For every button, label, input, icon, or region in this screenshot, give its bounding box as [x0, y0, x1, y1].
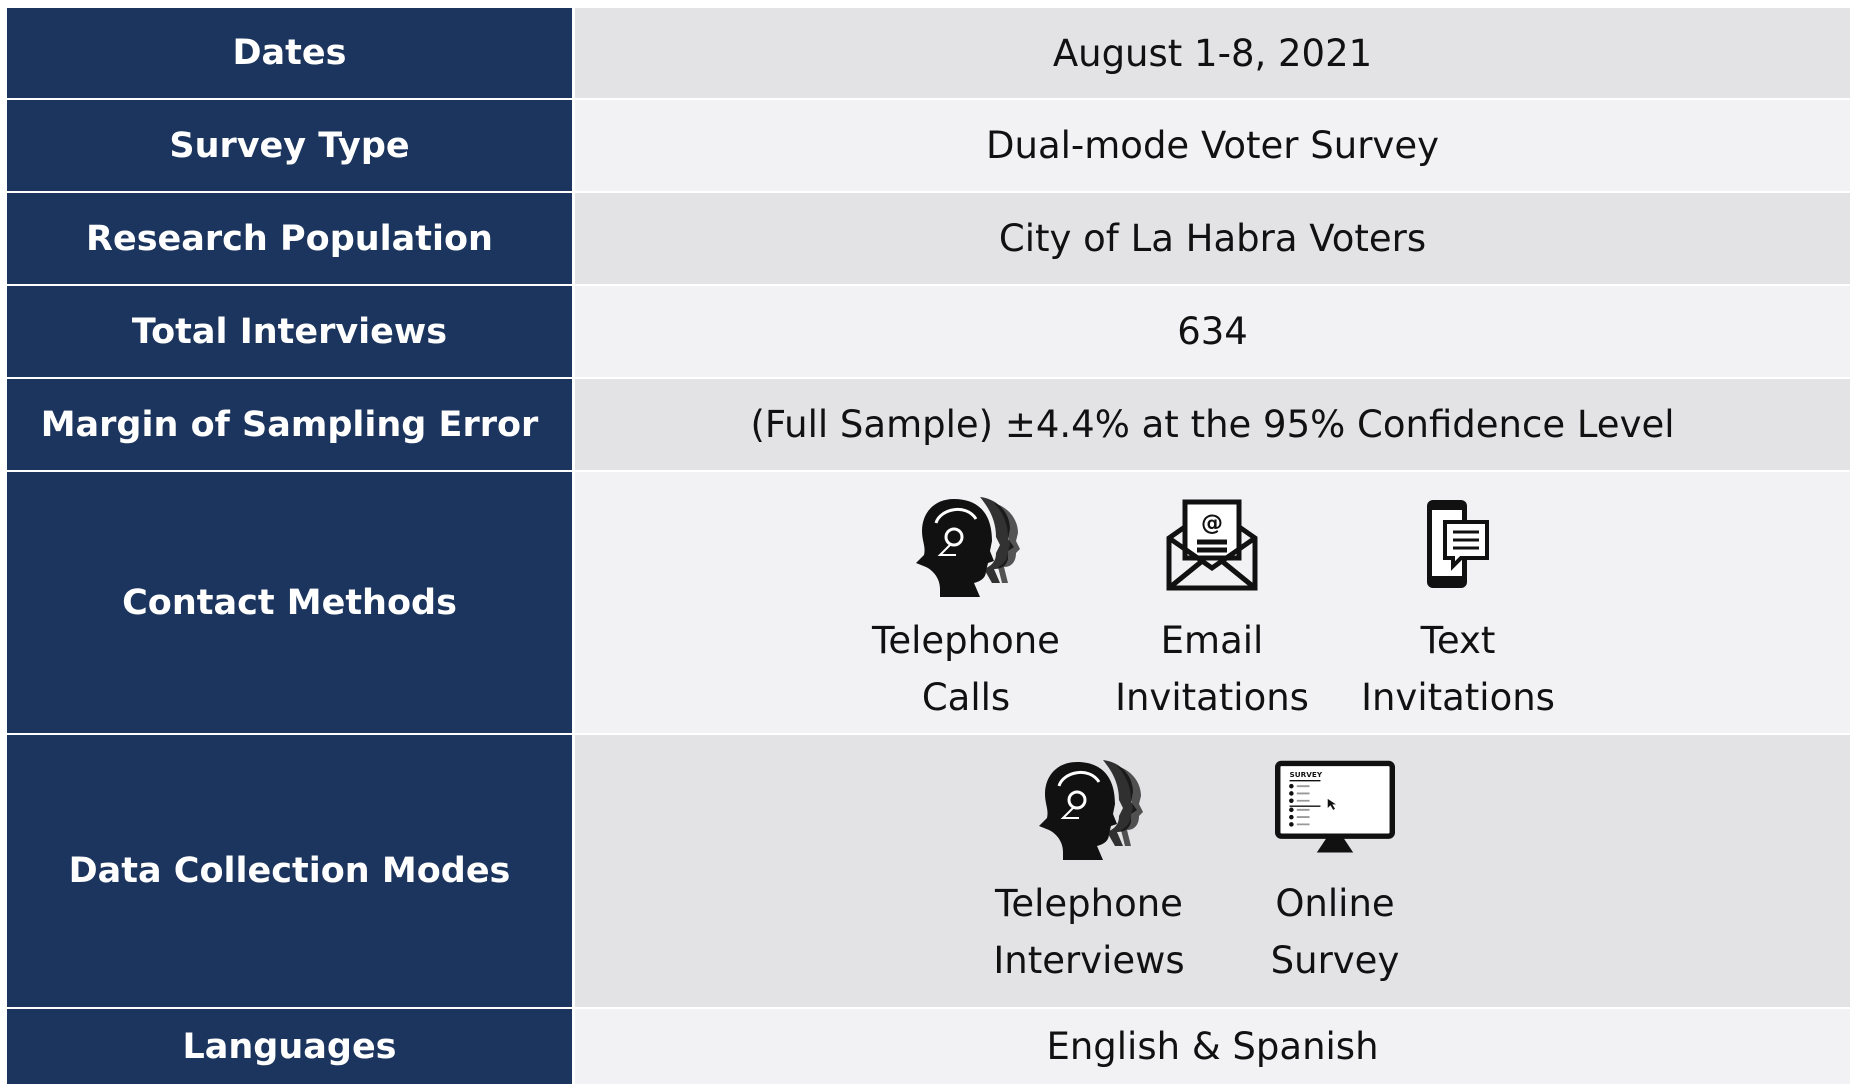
row-value: [575, 735, 1850, 1007]
item-line: Invitations: [1361, 676, 1555, 719]
row-value: 634: [575, 286, 1850, 377]
row-label: Contact Methods: [7, 472, 572, 733]
icon: @: [1152, 490, 1272, 600]
icon: [906, 490, 1026, 600]
item-label: Online Survey: [1215, 875, 1455, 989]
item-line: Survey: [1270, 939, 1400, 982]
item-line: Online: [1275, 882, 1395, 925]
icon: SURVEY: [1275, 753, 1395, 863]
item-line: Text: [1420, 619, 1496, 662]
icon: [1398, 490, 1518, 600]
row-label: Margin of Sampling Error: [7, 379, 572, 470]
row-label: Total Interviews: [7, 286, 572, 377]
item-line: Telephone: [995, 882, 1183, 925]
icon-graphic: @: [1166, 499, 1258, 591]
item-label: Text Invitations: [1338, 612, 1578, 726]
item-label: Telephone Calls: [846, 612, 1086, 726]
icon-graphic: [1039, 760, 1143, 860]
row-value: English & Spanish: [575, 1009, 1850, 1084]
icon-graphic: [916, 497, 1020, 597]
row-label: Dates: [7, 8, 572, 98]
icon-graphic: [1427, 500, 1489, 588]
icon: [1029, 753, 1149, 863]
item-label: Email Invitations: [1092, 612, 1332, 726]
item-line: Interviews: [993, 939, 1185, 982]
row-value: Dual-mode Voter Survey: [575, 100, 1850, 191]
icon-graphic: SURVEY: [1275, 760, 1395, 853]
row-value: City of La Habra Voters: [575, 193, 1850, 284]
item-line: Email: [1160, 619, 1264, 662]
screen-text: SURVEY: [1290, 770, 1323, 779]
row-label: Research Population: [7, 193, 572, 284]
item-line: Invitations: [1115, 676, 1309, 719]
row-label: Survey Type: [7, 100, 572, 191]
row-value: August 1-8, 2021: [575, 8, 1850, 98]
row-label: Languages: [7, 1009, 572, 1084]
item-line: Telephone: [872, 619, 1060, 662]
row-value: (Full Sample) ±4.4% at the 95% Confidenc…: [575, 379, 1850, 470]
row-label: Data Collection Modes: [7, 735, 572, 1007]
item-label: Telephone Interviews: [969, 875, 1209, 989]
item-line: Calls: [921, 676, 1011, 719]
svg-text:@: @: [1201, 511, 1223, 536]
